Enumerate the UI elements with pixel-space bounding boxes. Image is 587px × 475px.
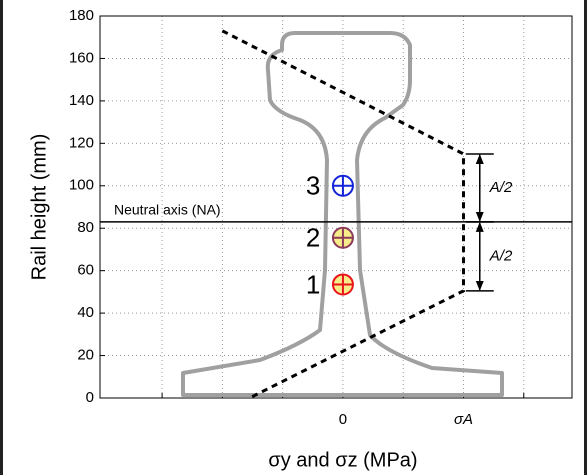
y-tick-label: 20 bbox=[77, 347, 94, 364]
point-label: 2 bbox=[306, 223, 320, 253]
point-label: 1 bbox=[306, 269, 320, 299]
y-tick-label: 100 bbox=[69, 177, 94, 194]
y-tick-label: 40 bbox=[77, 304, 94, 321]
rail-profile bbox=[181, 31, 504, 397]
y-tick-label: 160 bbox=[69, 49, 94, 66]
dimension-label: A/2 bbox=[489, 179, 513, 196]
plot-frame bbox=[99, 15, 573, 399]
point-cross bbox=[332, 175, 353, 196]
y-tick-label: 80 bbox=[77, 219, 94, 236]
point-cross bbox=[332, 274, 353, 295]
y-tick-label: 180 bbox=[69, 7, 94, 24]
neutral-axis-label: Neutral axis (NA) bbox=[114, 202, 221, 218]
x-axis-label: σy and σz (MPa) bbox=[268, 449, 417, 471]
x-tick-label: 0 bbox=[339, 411, 347, 428]
edge bbox=[0, 0, 3, 475]
y-axis-label: Rail height (mm) bbox=[28, 134, 50, 281]
point-label: 3 bbox=[306, 171, 320, 201]
x-tick-label: σA bbox=[454, 411, 473, 428]
grid: 0 20 40 60 80 100 120 140 160 180 0 σA bbox=[69, 7, 573, 428]
measurement-point bbox=[331, 174, 354, 197]
y-tick-label: 60 bbox=[77, 262, 94, 279]
measurement-point bbox=[331, 273, 354, 296]
y-tick-label: 120 bbox=[69, 134, 94, 151]
point-cross bbox=[332, 227, 353, 248]
edge bbox=[584, 0, 587, 475]
measurement-point bbox=[331, 226, 354, 249]
plot: Neutral axis (NA) A/2 A/2 1 2 3 bbox=[100, 29, 572, 400]
y-tick-label: 140 bbox=[69, 92, 94, 109]
dimension-label: A/2 bbox=[489, 247, 513, 264]
stress-line bbox=[221, 29, 465, 400]
y-tick-label: 0 bbox=[86, 389, 94, 406]
